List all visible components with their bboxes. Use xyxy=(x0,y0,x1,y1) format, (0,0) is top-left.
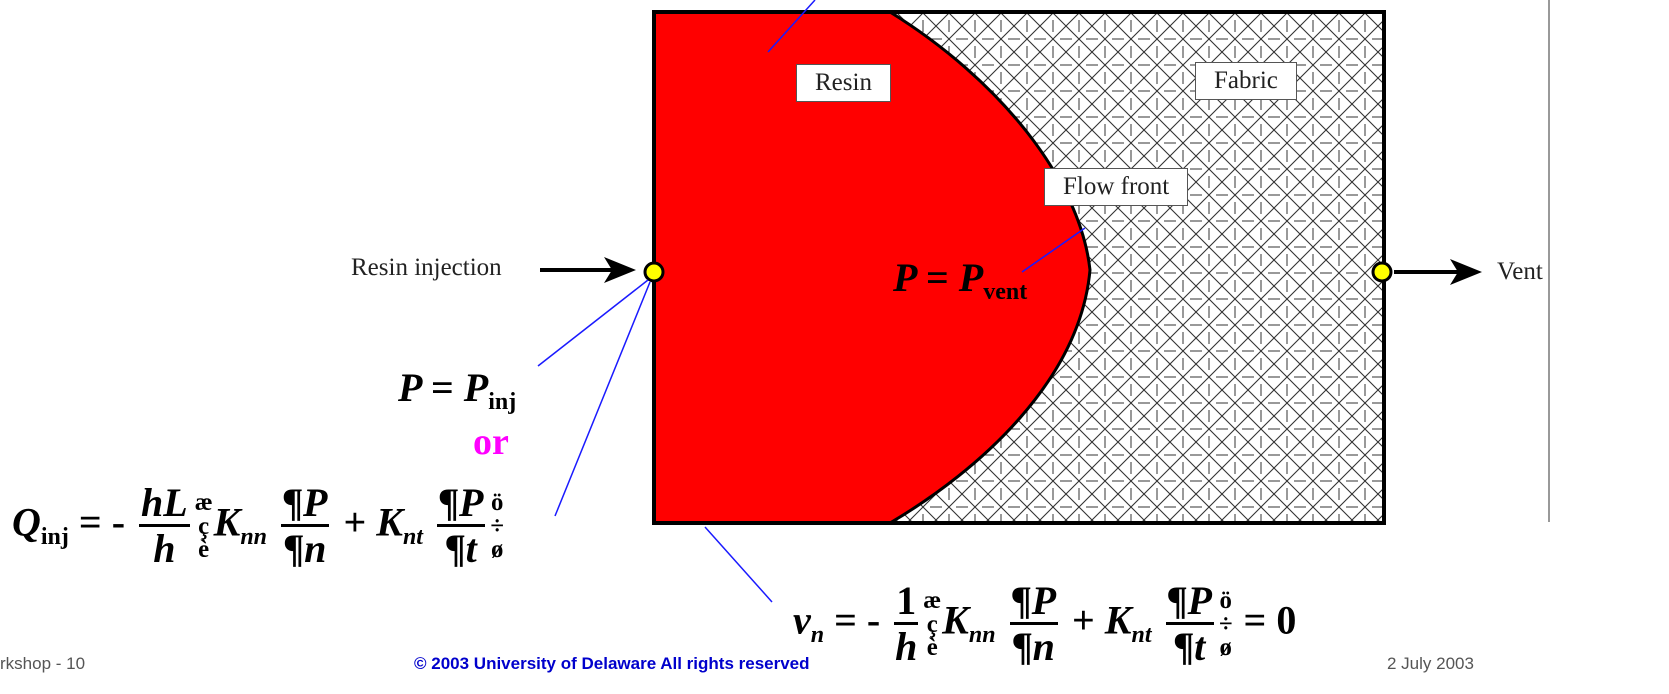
resin-region xyxy=(654,12,1090,523)
footer-copyright: © 2003 University of Delaware All rights… xyxy=(414,654,810,673)
eq-symbol: 0 xyxy=(1276,597,1297,643)
injection-pressure-equation: P = Pinj xyxy=(398,364,516,415)
eq-symbol: K xyxy=(376,499,403,545)
vent-port xyxy=(1371,261,1393,283)
eq-symbol: = xyxy=(78,499,102,545)
eq-symbol: K xyxy=(213,499,241,545)
injection-flow-equation: Qinj = - hL h æ ç è Knn ¶P ¶n + Knt ¶P ¶t ö ÷ ø xyxy=(12,482,505,571)
wall-velocity-equation: vn = - 1 h æ ç è Knn ¶P ¶n + Knt ¶P ¶t ö ÷ ø = 0 xyxy=(793,580,1296,669)
eq-subscript: vent xyxy=(983,279,1028,306)
vent-arrow xyxy=(1394,259,1482,285)
eq-fraction: ¶P ¶n xyxy=(281,480,330,571)
eq-bracket-close: ö ÷ ø xyxy=(1218,587,1233,662)
eq-subscript: nn xyxy=(968,622,996,649)
eq-subscript: inj xyxy=(40,524,69,551)
eq-subscript: nt xyxy=(1131,622,1152,649)
footer-date: 2 July 2003 xyxy=(1387,654,1474,673)
eq-subscript: nn xyxy=(240,524,268,551)
eq-fraction: ¶P ¶n xyxy=(1009,578,1058,669)
leader-line-wall xyxy=(704,526,773,603)
eq-symbol: + xyxy=(1072,597,1095,643)
resin-label: Resin xyxy=(796,64,891,102)
leader-line-vent-pressure xyxy=(1021,227,1086,273)
or-label: or xyxy=(473,421,509,463)
eq-symbol: K xyxy=(942,597,969,643)
flow-front-label: Flow front xyxy=(1044,168,1189,206)
flow-front-curve xyxy=(889,10,1092,525)
eq-symbol: = xyxy=(925,255,949,300)
eq-symbol: P xyxy=(893,255,916,300)
injection-port xyxy=(643,261,665,283)
eq-symbol: = xyxy=(834,597,857,643)
eq-fraction: ¶P ¶t xyxy=(1165,578,1214,669)
eq-symbol: K xyxy=(1104,597,1132,643)
eq-bracket-close: ö ÷ ø xyxy=(490,489,505,564)
injection-arrow xyxy=(540,257,636,283)
fabric-label: Fabric xyxy=(1195,62,1297,100)
eq-symbol: - xyxy=(866,597,881,643)
eq-symbol: - xyxy=(111,499,126,545)
eq-subscript: n xyxy=(810,622,825,649)
resin-injection-label: Resin injection xyxy=(351,254,502,281)
eq-symbol: = xyxy=(430,365,454,410)
eq-symbol: + xyxy=(343,499,367,545)
eq-subscript: inj xyxy=(488,389,517,416)
eq-symbol: = xyxy=(1243,597,1267,643)
eq-symbol: P xyxy=(398,365,421,410)
eq-symbol: P xyxy=(463,365,489,410)
eq-symbol: P xyxy=(958,255,984,300)
eq-symbol: v xyxy=(793,597,811,643)
leader-line-resin xyxy=(767,0,816,53)
vent-pressure-equation: P = Pvent xyxy=(893,254,1027,305)
vent-label: Vent xyxy=(1497,258,1543,285)
leader-line-inj-flow xyxy=(554,281,651,517)
footer-slide-number: rkshop - 10 xyxy=(0,654,86,673)
leader-line-inj-pressure xyxy=(537,279,649,367)
eq-fraction: ¶P ¶t xyxy=(436,480,486,571)
eq-symbol: Q xyxy=(12,499,41,545)
eq-fraction: hL h xyxy=(139,480,190,571)
eq-subscript: nt xyxy=(402,524,423,551)
